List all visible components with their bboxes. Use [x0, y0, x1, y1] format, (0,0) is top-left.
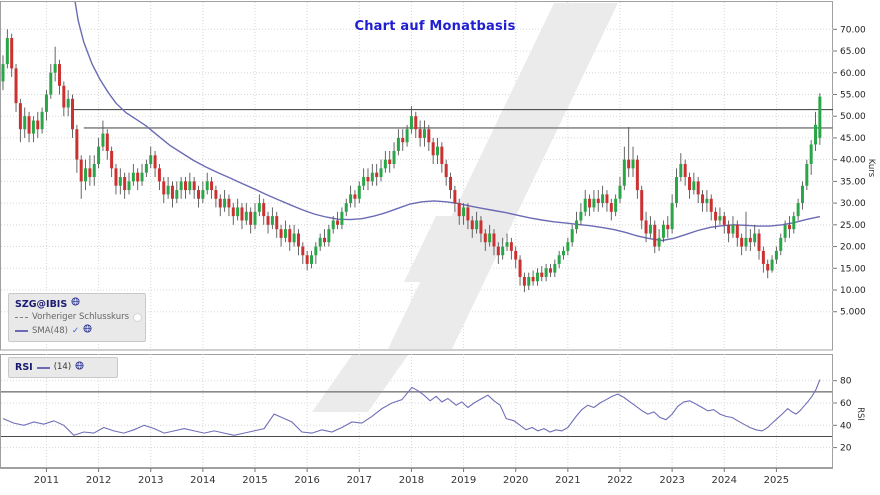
svg-text:60: 60: [840, 399, 852, 409]
rsi-param-label: (14): [53, 362, 72, 372]
svg-text:2017: 2017: [347, 475, 372, 486]
prev-close-line-sample: [15, 317, 28, 318]
svg-text:2012: 2012: [86, 475, 111, 486]
svg-text:2018: 2018: [399, 475, 424, 486]
svg-text:30.00: 30.00: [840, 199, 866, 209]
rsi-line-sample: [36, 366, 50, 369]
svg-text:2011: 2011: [34, 475, 59, 486]
gridlines: [1, 2, 833, 468]
svg-text:2015: 2015: [242, 475, 267, 486]
rsi-plot: [1, 379, 832, 437]
rsi-legend: RSI (14): [8, 357, 118, 378]
price-legend: SZG@IBIS Vorheriger Schlusskurs SMA(48) …: [8, 293, 146, 342]
rsi-title: RSI: [15, 362, 33, 373]
svg-text:5.000: 5.000: [840, 308, 866, 318]
globe-icon[interactable]: [71, 297, 80, 311]
rsi-line: [2, 379, 821, 436]
price-level-lines: [72, 109, 833, 129]
svg-text:2013: 2013: [138, 475, 163, 486]
candles: [1, 29, 822, 293]
price-axis-name: Kurs: [866, 159, 876, 178]
svg-text:25.00: 25.00: [840, 221, 866, 231]
svg-text:50.00: 50.00: [840, 112, 866, 122]
svg-text:20.00: 20.00: [840, 243, 866, 253]
svg-text:10.00: 10.00: [840, 286, 866, 296]
price-axis-labels: 70.00 65.00 60.00 55.00 50.00 45.00 40.00 35.00…: [833, 25, 876, 318]
prev-close-label: Vorheriger Schlusskurs: [32, 312, 130, 322]
svg-text:2023: 2023: [659, 475, 684, 486]
svg-text:2024: 2024: [712, 475, 737, 486]
svg-text:35.00: 35.00: [840, 177, 866, 187]
svg-text:60.00: 60.00: [840, 69, 866, 79]
rsi-axis-name: RSI: [855, 407, 865, 421]
sma-check-toggle[interactable]: ✓: [72, 325, 80, 336]
svg-text:2021: 2021: [555, 475, 580, 486]
svg-text:2016: 2016: [294, 475, 319, 486]
sma-line: [74, 2, 821, 242]
svg-text:45.00: 45.00: [840, 134, 866, 144]
sma-label: SMA(48): [32, 325, 68, 336]
svg-text:20: 20: [840, 444, 852, 454]
svg-text:2014: 2014: [190, 475, 215, 486]
watermark: [312, 3, 618, 412]
svg-text:15.00: 15.00: [840, 264, 866, 274]
svg-text:2022: 2022: [607, 475, 632, 486]
globe-icon[interactable]: [75, 360, 84, 375]
legend-marker-circle[interactable]: [133, 313, 143, 322]
svg-text:55.00: 55.00: [840, 90, 866, 100]
svg-text:70.00: 70.00: [840, 25, 866, 35]
year-axis-labels: 2011 2012 2013 2014 2015 2016 2017 2018 2019 2020…: [0, 468, 833, 486]
svg-text:2020: 2020: [503, 475, 528, 486]
rsi-pane: [0, 354, 833, 468]
rsi-axis-labels: 80 60 40 20 RSI: [833, 377, 865, 454]
svg-text:40: 40: [840, 421, 852, 431]
svg-text:65.00: 65.00: [840, 47, 866, 57]
globe-icon[interactable]: [83, 324, 92, 338]
svg-text:80: 80: [840, 377, 852, 387]
svg-text:2025: 2025: [764, 475, 789, 486]
svg-text:40.00: 40.00: [840, 156, 866, 166]
symbol-label: SZG@IBIS: [15, 298, 68, 310]
sma-line-sample: [15, 330, 28, 332]
svg-text:2019: 2019: [451, 475, 476, 486]
